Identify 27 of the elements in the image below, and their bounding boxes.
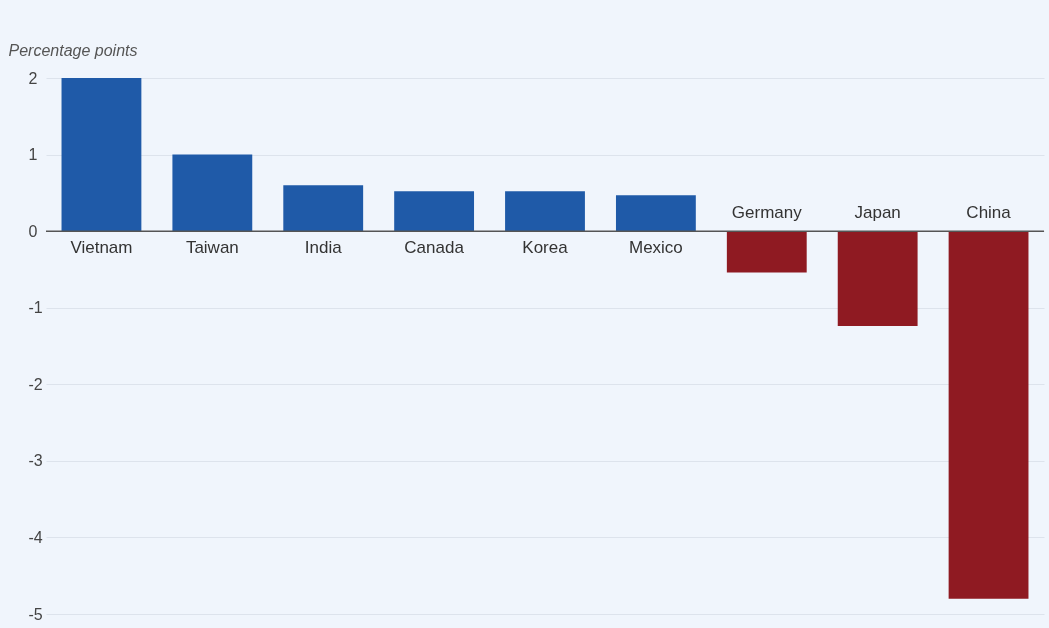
bar [726,231,807,273]
x-tick-label: Vietnam [70,238,133,258]
bar [505,191,585,232]
y-tick-label: -1 [28,299,43,317]
bar [172,154,253,232]
y-tick-label: -2 [28,375,43,393]
y-tick-label: 2 [28,69,38,87]
bar [948,231,1029,599]
x-tick-label: China [966,203,1012,223]
y-tick-label: -5 [28,605,43,623]
x-tick-label: Taiwan [185,238,239,258]
bar [61,78,142,232]
bar [394,191,475,232]
x-tick-label: Korea [522,238,569,258]
bar [283,185,364,232]
x-tick-label: Japan [854,203,901,223]
y-axis-title: Percentage points [8,41,138,59]
y-tick-label: -4 [28,528,43,546]
x-tick-label: Germany [731,203,803,223]
bar [615,195,696,232]
y-tick-label: 0 [28,222,38,240]
x-tick-label: Canada [404,238,465,258]
x-tick-label: Mexico [628,238,683,258]
bar [837,231,918,327]
y-tick-label: -3 [28,452,43,470]
x-tick-label: India [304,238,343,258]
y-tick-label: 1 [28,146,38,164]
